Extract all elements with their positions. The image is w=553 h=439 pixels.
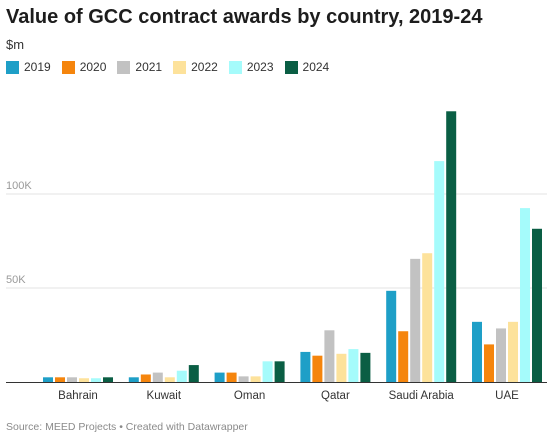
bar-qatar-2024 bbox=[360, 352, 371, 382]
bar-qatar-2020 bbox=[312, 355, 323, 382]
legend-item-2024: 2024 bbox=[284, 60, 330, 74]
bar-uae-2023 bbox=[520, 208, 530, 382]
bar-kuwait-2021 bbox=[152, 372, 163, 382]
bar-kuwait-2023 bbox=[176, 370, 187, 382]
category-labels: Bahrain Kuwait Oman Qatar Saudi Arabia UAE bbox=[58, 390, 519, 402]
bar-saudi-arabia-2021 bbox=[410, 258, 421, 382]
bar-saudi-arabia-2023 bbox=[434, 161, 445, 382]
bars bbox=[6, 111, 547, 383]
source-footer: Source: MEED Projects • Created with Dat… bbox=[6, 421, 248, 433]
legend-swatch-2024 bbox=[284, 60, 298, 74]
bar-qatar-2019 bbox=[300, 351, 311, 382]
bar-kuwait-2022 bbox=[164, 377, 175, 382]
bar-saudi-arabia-2020 bbox=[398, 331, 409, 382]
legend-label-2019: 2019 bbox=[24, 60, 51, 74]
x-category-label: Kuwait bbox=[147, 390, 182, 402]
bar-uae-2019 bbox=[472, 321, 482, 382]
bar-uae-2021 bbox=[496, 328, 506, 382]
legend-swatch-2021 bbox=[117, 60, 131, 74]
bar-saudi-arabia-2024 bbox=[446, 111, 457, 382]
legend-item-2019: 2019 bbox=[6, 60, 51, 74]
bar-kuwait-2020 bbox=[140, 374, 151, 382]
bar-oman-2024 bbox=[274, 361, 285, 382]
legend-swatch-2022 bbox=[173, 60, 187, 74]
y-tick-label: 100K bbox=[6, 180, 32, 192]
bar-bahrain-2019 bbox=[43, 377, 53, 382]
legend-swatch-2019 bbox=[6, 60, 19, 74]
bar-oman-2020 bbox=[226, 372, 237, 382]
bar-qatar-2021 bbox=[324, 330, 335, 382]
bar-bahrain-2022 bbox=[79, 378, 89, 382]
bar-oman-2019 bbox=[214, 372, 225, 382]
legend-label-2020: 2020 bbox=[79, 60, 107, 74]
bar-qatar-2023 bbox=[348, 349, 359, 382]
bar-saudi-arabia-2022 bbox=[422, 253, 433, 382]
x-category-label: Oman bbox=[234, 390, 265, 402]
legend-label-2021: 2021 bbox=[135, 60, 163, 74]
legend-swatch-2020 bbox=[61, 60, 75, 74]
bar-saudi-arabia-2019 bbox=[386, 290, 397, 382]
legend-label-2024: 2024 bbox=[302, 60, 330, 74]
legend-label-2022: 2022 bbox=[191, 60, 218, 74]
bar-uae-2022 bbox=[508, 321, 518, 382]
grid-lines: 50K 100K bbox=[6, 180, 547, 289]
legend-item-2021: 2021 bbox=[117, 60, 162, 74]
bar-bahrain-2023 bbox=[91, 378, 101, 382]
bar-kuwait-2019 bbox=[128, 377, 139, 382]
bar-kuwait-2024 bbox=[188, 365, 199, 382]
legend-item-2023: 2023 bbox=[228, 60, 274, 74]
unit-label: $m bbox=[6, 37, 25, 52]
legend-item-2022: 2022 bbox=[173, 60, 218, 74]
legend: 2019 2020 2021 2022 2023 2024 bbox=[6, 60, 340, 74]
bar-bahrain-2020 bbox=[55, 377, 65, 382]
bar-bahrain-2021 bbox=[67, 377, 77, 382]
bar-oman-2022 bbox=[250, 376, 261, 382]
legend-label-2023: 2023 bbox=[246, 60, 274, 74]
x-category-label: UAE bbox=[495, 390, 519, 402]
bar-bahrain-2024 bbox=[103, 377, 113, 382]
legend-item-2020: 2020 bbox=[61, 60, 107, 74]
y-tick-label: 50K bbox=[6, 274, 26, 286]
x-category-label: Qatar bbox=[321, 390, 350, 402]
chart-title: Value of GCC contract awards by country,… bbox=[6, 6, 483, 28]
bar-uae-2020 bbox=[484, 344, 494, 382]
bar-oman-2021 bbox=[238, 376, 249, 382]
x-category-label: Bahrain bbox=[58, 390, 98, 402]
bar-qatar-2022 bbox=[336, 353, 347, 382]
bar-oman-2023 bbox=[262, 361, 273, 382]
bar-uae-2024 bbox=[532, 228, 542, 382]
x-category-label: Saudi Arabia bbox=[389, 390, 455, 402]
legend-swatch-2023 bbox=[228, 60, 242, 74]
